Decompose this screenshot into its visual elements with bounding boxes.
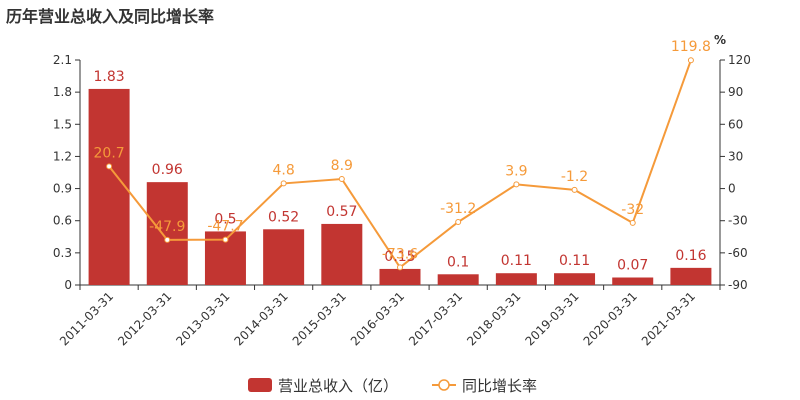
y-left-tick-label: 0.3 — [53, 246, 72, 260]
chart-title: 历年营业总收入及同比增长率 — [6, 7, 215, 26]
bar-value-label: 0.11 — [501, 253, 532, 269]
y-left-tick-label: 2.1 — [53, 53, 72, 67]
line-point — [513, 181, 520, 188]
line-point — [397, 264, 403, 271]
line-point — [629, 219, 636, 226]
x-tick-label: 2012-03-31 — [115, 289, 174, 348]
bar — [612, 277, 654, 285]
legend-item-revenue[interactable]: 营业总收入（亿） — [248, 377, 398, 395]
x-tick-label: 2011-03-31 — [57, 289, 116, 348]
bar-value-label: 0.57 — [326, 204, 357, 220]
line-value-label: 119.8 — [671, 39, 711, 55]
line-value-label: 4.8 — [273, 162, 295, 178]
x-tick-label: 2020-03-31 — [581, 289, 640, 348]
bar-value-label: 0.96 — [152, 162, 183, 178]
line-point — [164, 236, 171, 243]
line-point — [687, 57, 694, 64]
bar — [146, 182, 188, 285]
line-point — [106, 163, 113, 170]
bar-value-label: 1.83 — [94, 69, 125, 85]
legend-bar-swatch — [248, 378, 272, 392]
line-point — [222, 236, 229, 243]
bar-value-label: 0.15 — [384, 249, 415, 265]
bar — [263, 229, 305, 285]
data-labels: 1.83 0.96 0.5 0.52 0.57 0.15 0.1 0.11 0.11 0.07 0.… — [94, 39, 711, 273]
bar — [495, 273, 537, 285]
y-right-tick-label: -90 — [728, 278, 748, 292]
line-point — [455, 219, 462, 225]
legend-label: 营业总收入（亿） — [278, 377, 398, 395]
bar-value-label: 0.11 — [559, 253, 590, 269]
bar-value-label: 0.52 — [268, 209, 299, 225]
bar-series — [88, 88, 712, 285]
line-path — [108, 59, 692, 269]
line-point — [280, 180, 287, 187]
legend-line-marker — [438, 379, 450, 391]
bar-value-label: 0.07 — [617, 258, 648, 274]
bar — [554, 273, 596, 285]
line-value-label: -73.6 — [382, 246, 418, 262]
bar-value-label: 0.1 — [447, 254, 469, 270]
bar-value-label: 0.16 — [675, 248, 706, 264]
line-value-label: -31.2 — [440, 201, 476, 217]
x-tick-label: 2017-03-31 — [406, 289, 465, 348]
line-value-label: -32 — [621, 202, 644, 218]
bar — [437, 274, 479, 285]
y-right-tick-label: -30 — [728, 214, 748, 228]
y-right-tick-label: 120 — [728, 53, 751, 67]
line-value-label: -1.2 — [561, 169, 588, 185]
line-series — [106, 57, 694, 271]
line-value-label: 8.9 — [331, 158, 353, 174]
line-point — [338, 176, 345, 183]
legend[interactable]: 营业总收入（亿） 同比增长率 — [248, 377, 537, 395]
x-tick-label: 2015-03-31 — [290, 289, 349, 348]
line-value-label: 3.9 — [505, 163, 527, 179]
y-left-tick-label: 1.2 — [53, 149, 72, 163]
x-tick-label: 2018-03-31 — [464, 289, 523, 348]
y-left-tick-label: 0.9 — [53, 182, 72, 196]
x-tick-label: 2014-03-31 — [232, 289, 291, 348]
y-left-tick-label: 1.5 — [53, 117, 72, 131]
y-right-tick-label: 30 — [728, 149, 743, 163]
legend-item-growth[interactable]: 同比增长率 — [432, 377, 537, 395]
line-value-label: 20.7 — [94, 145, 125, 161]
x-tick-label: 2016-03-31 — [348, 289, 407, 348]
y-right-unit: % — [714, 33, 726, 47]
y-right-tick-label: 0 — [728, 182, 736, 196]
line-value-label: -47.7 — [207, 219, 243, 235]
y-right-tick-label: 90 — [728, 85, 743, 99]
bar — [88, 88, 130, 285]
y-left-tick-label: 1.8 — [53, 85, 72, 99]
y-right-tick-label: -60 — [728, 246, 748, 260]
bar — [379, 268, 421, 285]
bar — [670, 267, 712, 285]
x-tick-label: 2013-03-31 — [173, 289, 232, 348]
x-tick-label: 2019-03-31 — [522, 289, 581, 348]
line-point — [571, 186, 578, 193]
y-right-tick-label: 60 — [728, 117, 743, 131]
bar — [321, 223, 363, 285]
bar-value-label: 0.5 — [214, 211, 236, 227]
line-value-label: -47.9 — [149, 219, 185, 235]
y-left-tick-label: 0 — [64, 278, 72, 292]
y-left-tick-label: 0.6 — [53, 214, 72, 228]
legend-label: 同比增长率 — [462, 377, 537, 395]
x-tick-label: 2021-03-31 — [639, 289, 698, 348]
